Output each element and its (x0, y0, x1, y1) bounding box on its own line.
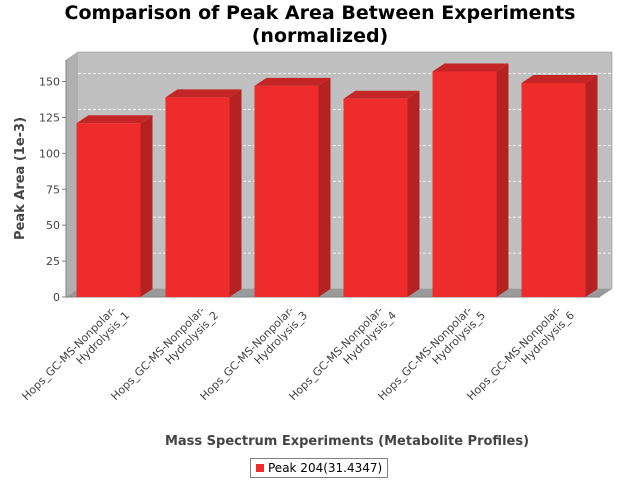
bar-top (254, 77, 331, 86)
bar-side (585, 74, 598, 298)
y-tick-label: 50 (46, 219, 60, 232)
bar-side (140, 115, 153, 297)
bar (254, 85, 319, 297)
y-tick-label: 125 (39, 111, 60, 124)
chart-title-line-1: Comparison of Peak Area Between Experime… (64, 2, 576, 24)
bar (432, 71, 497, 297)
bar-top (343, 90, 420, 99)
bar-side (496, 63, 509, 298)
bar-side (407, 90, 420, 297)
bar-top (521, 74, 598, 83)
bar (165, 97, 230, 297)
y-tick-label: 75 (46, 183, 60, 196)
bar-top (432, 63, 509, 72)
bar (76, 123, 141, 297)
legend: Peak 204(31.4347) (250, 458, 389, 478)
legend-label: Peak 204(31.4347) (268, 461, 383, 475)
x-axis-label: Mass Spectrum Experiments (Metabolite Pr… (165, 434, 529, 449)
chart-title-line-2: (normalized) (251, 25, 389, 47)
bar (343, 98, 408, 297)
y-axis-label: Peak Area (1e-3) (13, 117, 28, 240)
bar-top (76, 115, 153, 124)
chart-title: Comparison of Peak Area Between Experime… (0, 2, 640, 48)
y-tick-label: 100 (39, 147, 60, 160)
legend-swatch (256, 464, 264, 472)
y-tick-label: 25 (46, 255, 60, 268)
bar (521, 82, 586, 298)
y-tick-label: 0 (53, 291, 60, 304)
bar-side (229, 89, 242, 297)
plot-left-wall (66, 52, 78, 297)
bar-side (318, 77, 331, 297)
y-tick-label: 150 (39, 76, 60, 89)
bar-top (165, 89, 242, 98)
